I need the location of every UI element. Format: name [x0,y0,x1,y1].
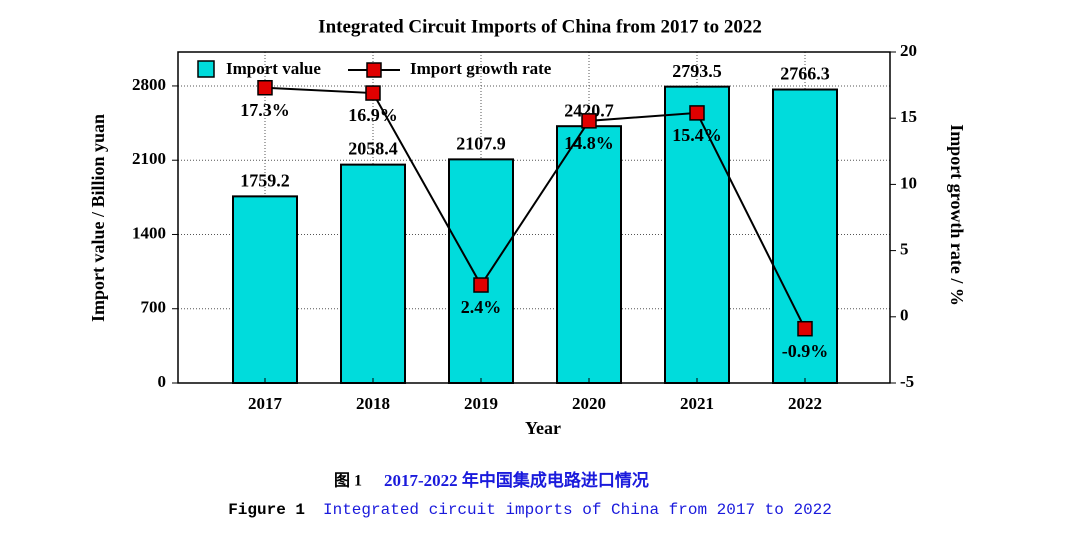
x-tick-label: 2022 [788,394,822,413]
rate-marker [257,79,273,96]
bar [340,163,406,384]
y-tick-label: 2100 [132,149,166,168]
legend-label: Import value [226,59,321,78]
caption-cn-label: 图 1 [334,472,362,490]
bar-value-label: 2058.4 [348,139,398,159]
plot-frame [177,51,891,384]
rate-value-label: 15.4% [672,125,722,145]
bar [772,88,838,384]
rate-marker [797,320,813,337]
x-axis-label: Year [525,418,561,438]
rate-marker [581,113,597,129]
rate-value-label: 14.8% [564,133,614,153]
y2-tick-label: 20 [900,41,917,60]
rate-marker [473,277,489,293]
x-tick-label: 2019 [464,394,498,413]
rate-line [264,86,806,330]
y2-tick-label: 15 [900,107,917,126]
x-tick-label: 2021 [680,394,714,413]
rate-value-label: 2.4% [461,297,502,317]
y2-tick-label: 0 [900,306,909,325]
y2-tick-label: -5 [900,372,914,391]
y-tick-label: 700 [141,298,167,317]
x-tick-label: 2017 [248,394,283,413]
bar [232,195,298,384]
bar-value-label: 2420.7 [564,100,614,120]
y2-tick-label: 10 [900,173,917,192]
bar-value-label: 2793.5 [672,61,722,81]
rate-marker [689,105,705,121]
legend-bar-swatch [197,60,215,78]
bar [448,158,514,384]
rate-value-label: -0.9% [782,341,829,361]
y2-axis-label: Import growth rate / % [947,124,967,306]
legend-marker-swatch [366,62,382,78]
y-tick-label: 0 [158,372,167,391]
rate-marker [365,85,381,101]
caption-cn-text: 2017-2022 年中国集成电路进口情况 [384,470,649,490]
bar-value-label: 2107.9 [456,133,506,153]
y-axis-label: Import value / Billion yuan [88,114,108,322]
rate-value-label: 17.3% [240,100,290,120]
caption-en-label: Figure 1 [228,501,305,519]
bar-value-label: 2766.3 [780,64,830,84]
y2-tick-label: 5 [900,240,909,259]
x-tick-label: 2020 [572,394,606,413]
legend-label: Import growth rate [410,59,552,78]
bar [556,125,622,384]
chart-title: Integrated Circuit Imports of China from… [318,16,762,37]
rate-value-label: 16.9% [348,105,398,125]
x-tick-label: 2018 [356,394,390,413]
caption-en-text: Integrated circuit imports of China from… [323,501,832,519]
bar-value-label: 1759.2 [240,170,290,190]
y-tick-label: 1400 [132,223,166,242]
y-tick-label: 2800 [132,75,166,94]
